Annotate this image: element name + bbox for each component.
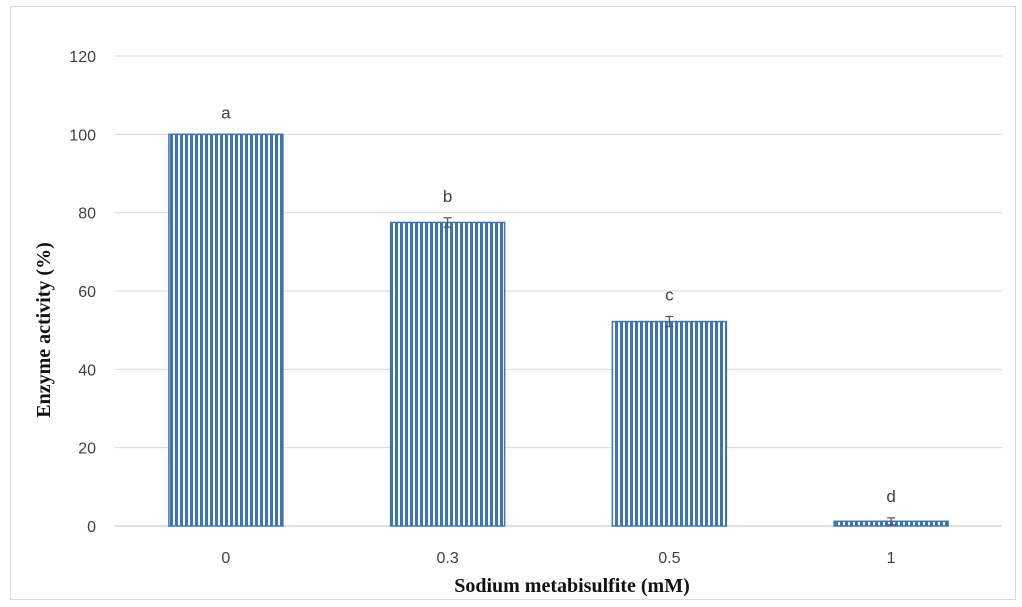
y-tick-label: 100 — [69, 127, 96, 144]
x-tick-label: 0.3 — [437, 550, 459, 567]
x-tick-label: 0.5 — [658, 550, 680, 567]
significance-letter: a — [221, 103, 231, 122]
x-tick-label: 1 — [887, 550, 896, 567]
y-tick-label: 20 — [78, 441, 96, 458]
error-bars — [443, 217, 896, 526]
x-axis-title: Sodium metabisulfite (mM) — [454, 575, 690, 597]
significance-letter: c — [665, 285, 674, 304]
bars — [168, 133, 949, 527]
significance-letter: d — [886, 487, 895, 506]
y-tick-label: 80 — [78, 206, 96, 223]
y-axis-title: Enzyme activity (%) — [33, 242, 55, 418]
bar — [168, 133, 284, 527]
bar — [611, 320, 728, 527]
y-tick-label: 0 — [87, 519, 96, 536]
y-tick-labels: 0 20 40 60 80 100 120 — [69, 49, 96, 536]
y-tick-label: 40 — [78, 362, 96, 379]
x-tick-labels: 0 0.3 0.5 1 — [221, 550, 895, 567]
significance-letter: b — [443, 187, 452, 206]
y-tick-label: 120 — [69, 49, 96, 66]
y-tick-label: 60 — [78, 284, 96, 301]
x-tick-label: 0 — [221, 550, 230, 567]
bar — [389, 221, 506, 527]
significance-labels: a b c d — [221, 103, 896, 505]
